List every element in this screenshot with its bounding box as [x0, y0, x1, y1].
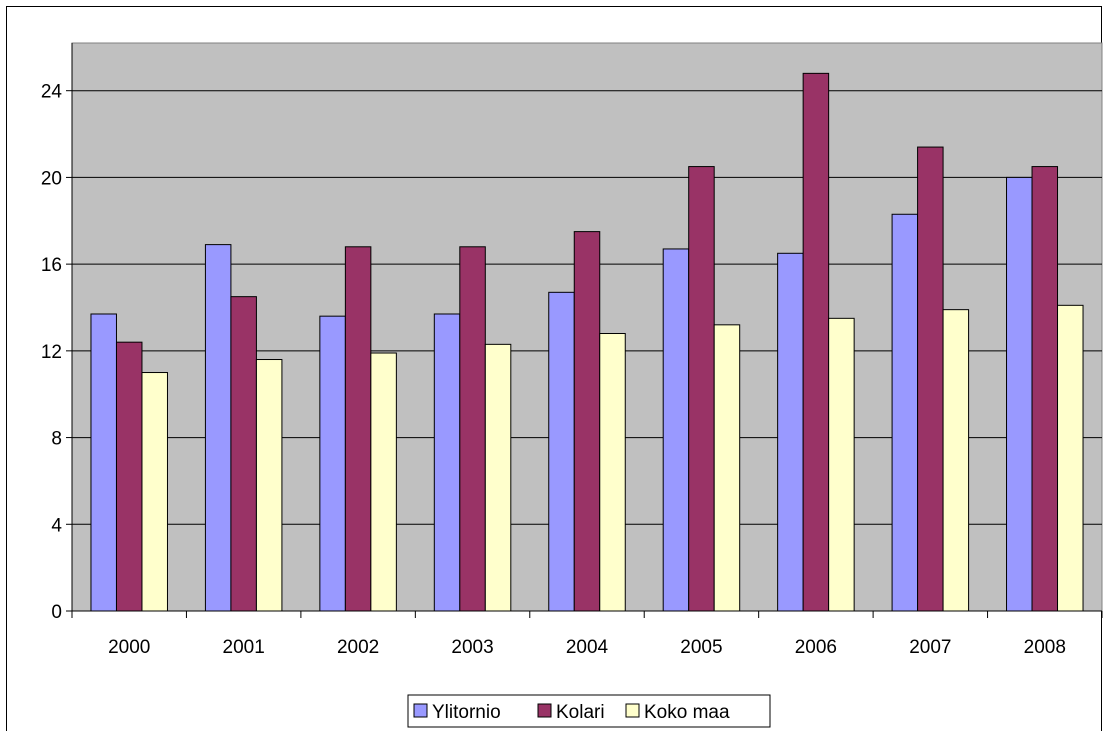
bar-koko-maa-2008 — [1057, 304, 1084, 612]
bar-ylitornio-2003 — [433, 313, 461, 612]
bar-kolari-2004 — [573, 231, 601, 612]
bar-ylitornio-2000 — [90, 313, 117, 612]
y-tick-label: 0 — [51, 602, 62, 623]
legend-swatch-koko-maa — [625, 703, 640, 718]
bar-koko-maa-2007 — [942, 309, 970, 612]
bar-ylitornio-2001 — [204, 244, 232, 612]
y-tick-label: 4 — [51, 515, 62, 536]
bar-koko-maa-2000 — [141, 372, 168, 612]
x-tick-label: 2007 — [909, 637, 951, 658]
axes: 0 4 8 12 16 20 24 2000 2001 2002 2003 2004 2005 2006 2… — [41, 43, 1103, 658]
y-tick-label: 20 — [41, 168, 62, 189]
bar-kolari-2003 — [459, 246, 486, 612]
y-tick-label: 16 — [41, 255, 62, 276]
x-tick-label: 2002 — [337, 637, 379, 658]
bar-kolari-2000 — [115, 341, 143, 612]
bar-kolari-2007 — [917, 146, 944, 612]
x-tick-label: 2001 — [223, 637, 265, 658]
bar-koko-maa-2004 — [599, 333, 626, 612]
bar-kolari-2005 — [688, 166, 715, 612]
y-tick-label: 8 — [51, 429, 62, 450]
bars — [90, 72, 1084, 612]
x-tick-label: 2004 — [566, 637, 609, 658]
x-tick-label: 2008 — [1024, 637, 1066, 658]
bar-ylitornio-2008 — [1006, 176, 1033, 612]
x-tick-label: 2006 — [795, 637, 837, 658]
bar-kolari-2008 — [1031, 166, 1059, 612]
x-tick-label: 2000 — [108, 637, 150, 658]
x-tick-label: 2005 — [680, 637, 722, 658]
legend-label-ylitornio: Ylitornio — [432, 702, 501, 723]
y-tick-label: 12 — [41, 342, 62, 363]
bar-kolari-2001 — [230, 296, 257, 612]
bar-kolari-2006 — [802, 72, 830, 612]
bar-koko-maa-2003 — [484, 343, 512, 612]
bar-kolari-2002 — [344, 246, 372, 612]
bar-koko-maa-2002 — [370, 352, 397, 612]
bar-ylitornio-2005 — [662, 248, 690, 612]
legend-label-kolari: Kolari — [556, 702, 605, 723]
legend: Ylitornio Kolari Koko maa — [407, 694, 771, 728]
bar-koko-maa-2006 — [828, 317, 855, 612]
legend-box — [407, 694, 771, 728]
bar-ylitornio-2002 — [319, 315, 346, 612]
bar-koko-maa-2001 — [255, 359, 283, 612]
bar-koko-maa-2005 — [713, 324, 741, 612]
legend-label-koko-maa: Koko maa — [644, 702, 730, 723]
legend-swatch-kolari — [537, 703, 552, 718]
bar-ylitornio-2006 — [777, 252, 804, 612]
bar-ylitornio-2004 — [548, 291, 575, 612]
legend-swatch-ylitornio — [413, 703, 428, 718]
y-tick-label: 24 — [41, 82, 63, 103]
x-tick-label: 2003 — [451, 637, 493, 658]
bar-ylitornio-2007 — [891, 213, 919, 612]
